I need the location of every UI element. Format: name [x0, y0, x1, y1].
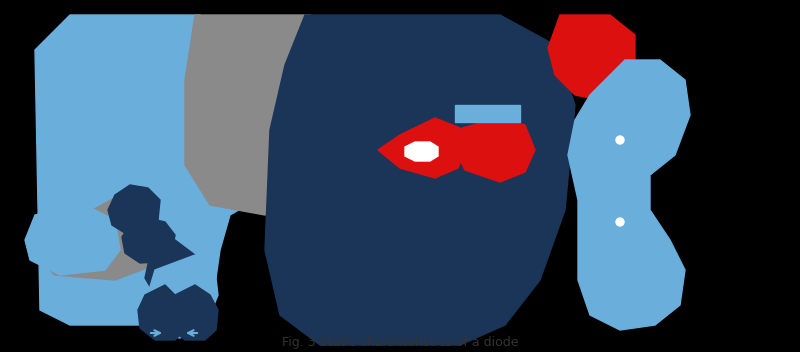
Polygon shape: [138, 285, 185, 340]
Text: Fig. 3 Static characteristics of a diode: Fig. 3 Static characteristics of a diode: [282, 336, 518, 349]
Polygon shape: [145, 240, 200, 305]
Circle shape: [616, 218, 624, 226]
Polygon shape: [35, 195, 170, 280]
Polygon shape: [108, 185, 160, 235]
Polygon shape: [378, 118, 465, 178]
Polygon shape: [185, 15, 365, 215]
Polygon shape: [25, 205, 120, 275]
Polygon shape: [35, 15, 310, 325]
Polygon shape: [265, 15, 575, 345]
Polygon shape: [122, 218, 175, 263]
Polygon shape: [455, 118, 535, 182]
Polygon shape: [548, 15, 635, 100]
Polygon shape: [146, 255, 218, 338]
Polygon shape: [405, 142, 438, 161]
Polygon shape: [568, 60, 690, 330]
Polygon shape: [168, 285, 218, 340]
Polygon shape: [455, 105, 520, 122]
Circle shape: [616, 136, 624, 144]
